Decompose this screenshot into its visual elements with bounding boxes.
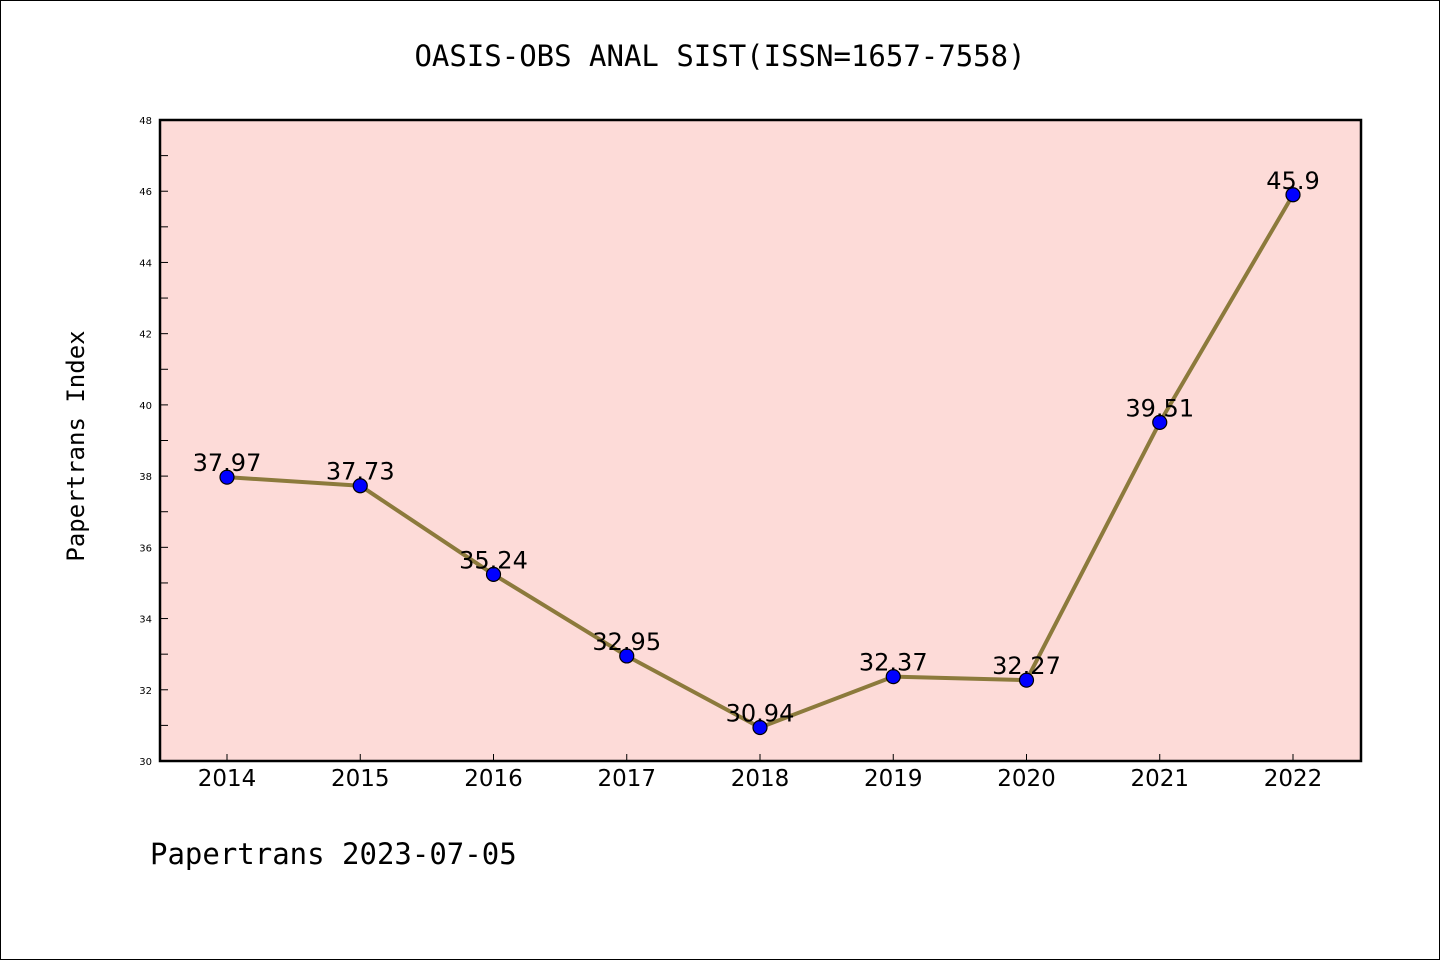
y-tick-label: 46 bbox=[139, 187, 152, 198]
x-tick-label: 2020 bbox=[997, 766, 1056, 792]
x-axis: 2014 2015 2016 2017 2018 2019 2020 2021 2022 bbox=[198, 754, 1323, 792]
y-tick-label: 36 bbox=[139, 543, 152, 554]
data-label: 37.73 bbox=[326, 458, 395, 486]
chart-title: OASIS-OBS ANAL SIST(ISSN=1657-7558) bbox=[414, 39, 1025, 73]
data-label: 39.51 bbox=[1125, 394, 1194, 422]
data-point bbox=[619, 648, 635, 664]
y-tick-label: 32 bbox=[139, 686, 152, 697]
data-label: 35.24 bbox=[459, 546, 528, 574]
plot-area bbox=[160, 120, 1361, 761]
x-tick-label: 2015 bbox=[331, 766, 390, 792]
x-tick-label: 2021 bbox=[1130, 766, 1189, 792]
series-layer bbox=[219, 187, 1301, 736]
data-labels: 37.97 37.73 35.24 32.95 30.94 32.37 32.27 39.51… bbox=[193, 167, 1320, 728]
y-tick-label: 38 bbox=[139, 472, 152, 483]
x-tick-label: 2022 bbox=[1264, 766, 1323, 792]
y-tick-label: 30 bbox=[139, 757, 152, 768]
data-label: 32.37 bbox=[859, 649, 928, 677]
footer-text: Papertrans 2023-07-05 bbox=[150, 837, 517, 871]
y-tick-label: 44 bbox=[139, 258, 152, 269]
data-point bbox=[219, 469, 235, 485]
y-tick-label: 48 bbox=[139, 116, 152, 127]
data-label: 30.94 bbox=[726, 700, 795, 728]
y-tick-label: 42 bbox=[139, 330, 152, 341]
data-point bbox=[752, 719, 768, 736]
y-tick-label: 34 bbox=[139, 615, 152, 626]
data-label: 45.9 bbox=[1266, 167, 1319, 195]
y-axis-label: Papertrans Index bbox=[62, 330, 90, 561]
data-point bbox=[485, 566, 502, 582]
data-point bbox=[885, 669, 901, 685]
x-tick-label: 2018 bbox=[731, 766, 790, 792]
data-point bbox=[1152, 414, 1168, 430]
data-point bbox=[1285, 187, 1301, 203]
x-tick-label: 2014 bbox=[198, 766, 257, 792]
data-point bbox=[352, 478, 368, 494]
y-tick-label: 40 bbox=[139, 401, 152, 412]
data-label: 32.27 bbox=[992, 652, 1061, 680]
x-tick-label: 2016 bbox=[464, 766, 523, 792]
data-label: 32.95 bbox=[592, 628, 661, 656]
x-tick-label: 2017 bbox=[597, 766, 656, 792]
data-point bbox=[1018, 672, 1035, 688]
x-tick-label: 2019 bbox=[864, 766, 923, 792]
plot-border bbox=[158, 118, 1363, 763]
data-label: 37.97 bbox=[193, 449, 262, 477]
